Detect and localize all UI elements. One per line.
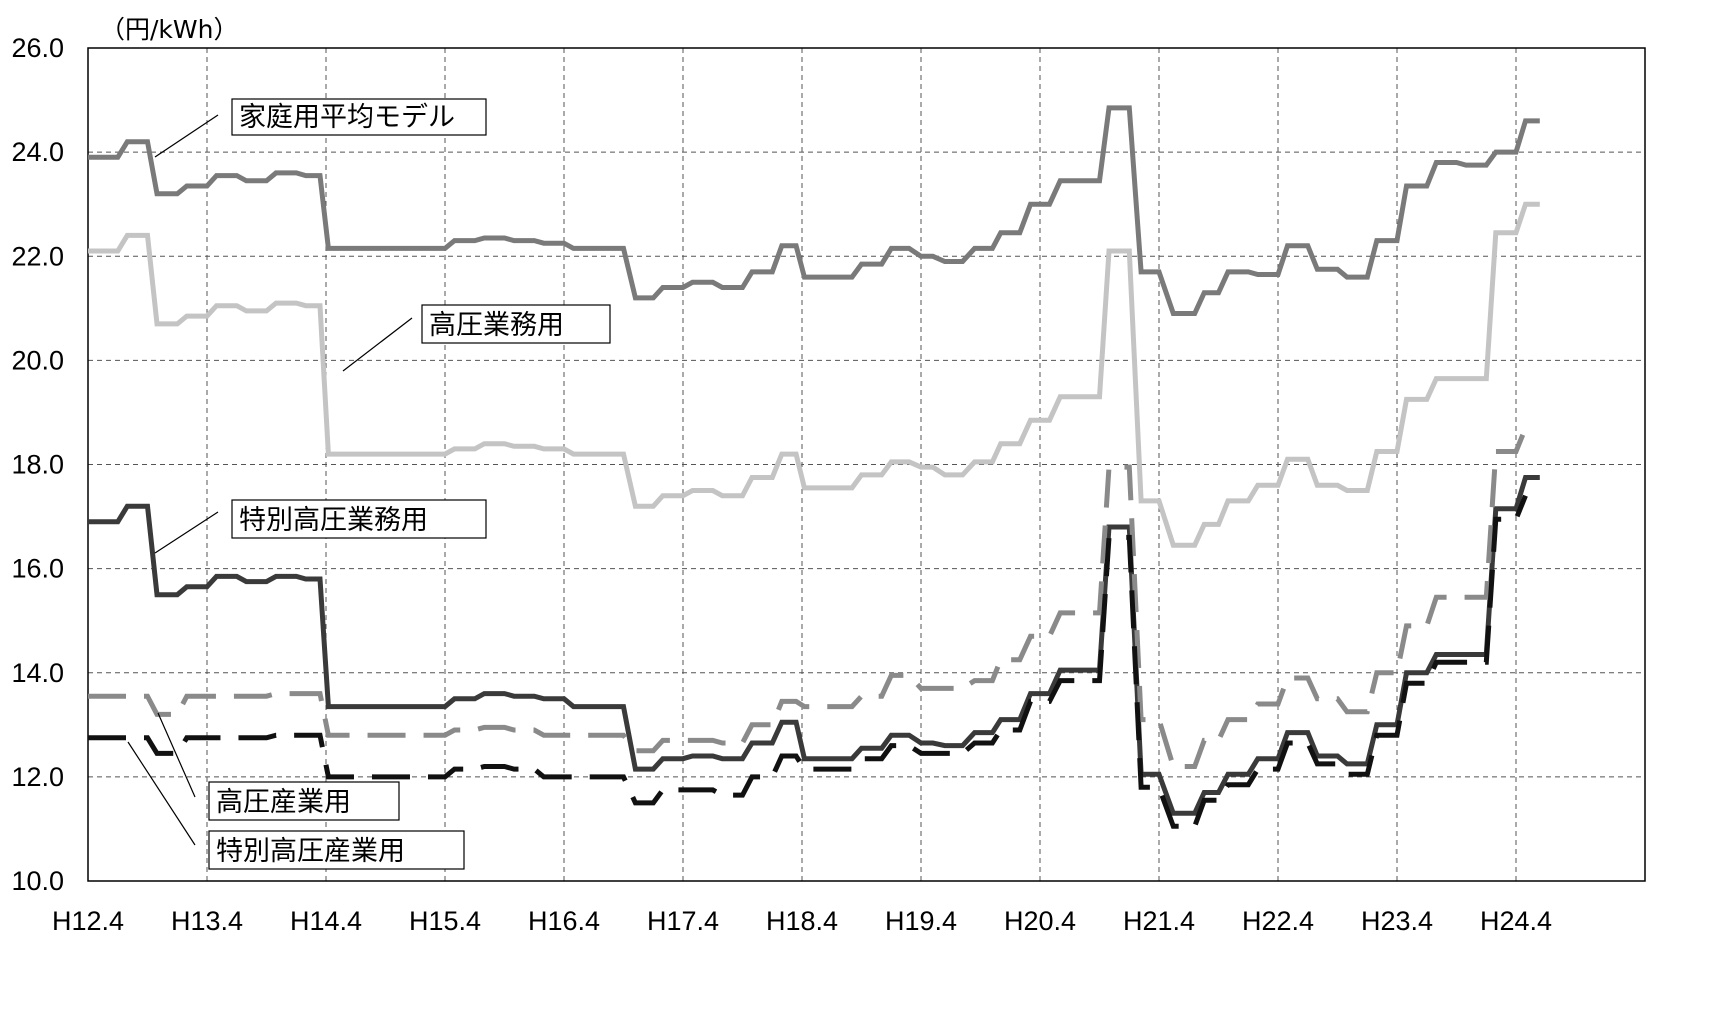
grid <box>87 47 1646 882</box>
x-tick-label: H12.4 <box>52 906 124 936</box>
callout-box-2 <box>231 499 487 539</box>
callout-leader-4 <box>127 741 196 846</box>
y-tick-label: 16.0 <box>11 554 64 584</box>
callout-box-1 <box>421 304 611 344</box>
y-tick-label: 18.0 <box>11 450 64 480</box>
callout-box-4 <box>208 830 465 870</box>
y-axis-ticks: 10.0 12.0 14.0 16.0 18.0 20.0 22.0 24.0 26.0 <box>11 33 64 896</box>
y-tick-label: 10.0 <box>11 866 64 896</box>
x-tick-label: H18.4 <box>766 906 838 936</box>
callout-leader-3 <box>157 712 196 798</box>
series-line-3 <box>88 427 1528 769</box>
callout-box-3 <box>208 781 400 821</box>
y-tick-label: 22.0 <box>11 241 64 271</box>
x-tick-label: H16.4 <box>528 906 600 936</box>
x-tick-label: H14.4 <box>290 906 362 936</box>
callout-box-0 <box>231 98 487 136</box>
series-label-4: 特別高圧産業用 <box>216 836 405 867</box>
x-tick-label: H19.4 <box>885 906 957 936</box>
x-tick-label: H20.4 <box>1004 906 1076 936</box>
series-line-4 <box>88 494 1528 829</box>
callout-leader-2 <box>154 511 219 554</box>
x-tick-label: H13.4 <box>171 906 243 936</box>
callout-leader-0 <box>154 114 219 158</box>
x-tick-label: H15.4 <box>409 906 481 936</box>
series-line-1 <box>88 201 1540 548</box>
series-lines <box>88 105 1540 829</box>
series-label-2: 特別高圧業務用 <box>239 505 428 536</box>
x-tick-label: H21.4 <box>1123 906 1195 936</box>
series-line-0 <box>88 105 1540 316</box>
y-tick-label: 14.0 <box>11 658 64 688</box>
x-tick-label: H24.4 <box>1480 906 1552 936</box>
y-tick-label: 24.0 <box>11 137 64 167</box>
series-label-1: 高圧業務用 <box>429 310 564 341</box>
callout-leader-1 <box>342 317 413 372</box>
plot-frame <box>87 47 1646 882</box>
series-label-3: 高圧産業用 <box>216 787 351 818</box>
y-tick-label: 20.0 <box>11 345 64 375</box>
x-tick-label: H23.4 <box>1361 906 1433 936</box>
y-unit-label: （円/kWh） <box>100 15 238 44</box>
y-tick-label: 26.0 <box>11 33 64 63</box>
x-tick-label: H17.4 <box>647 906 719 936</box>
y-tick-label: 12.0 <box>11 762 64 792</box>
x-tick-label: H22.4 <box>1242 906 1314 936</box>
x-axis-ticks: H12.4 H13.4 H14.4 H15.4 H16.4 H17.4 H18.4 H19.4… <box>52 906 1552 936</box>
series-label-0: 家庭用平均モデル <box>239 102 455 133</box>
series-line-2 <box>88 475 1540 816</box>
